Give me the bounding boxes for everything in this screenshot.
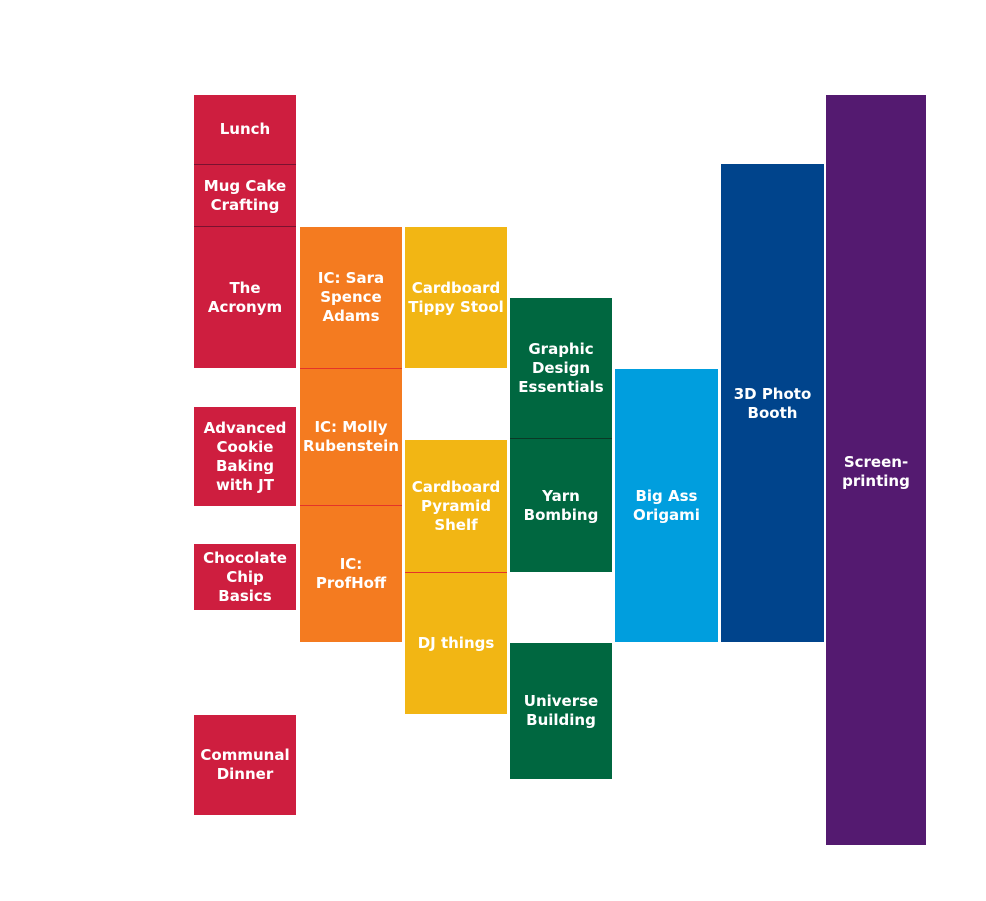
- session-screenprinting-label: Screen- printing: [842, 453, 910, 490]
- session-advanced-cookie-baking[interactable]: Advanced Cookie Baking with JT: [194, 407, 296, 506]
- session-3d-photo-booth-label: 3D Photo Booth: [733, 385, 812, 422]
- session-universe-building[interactable]: Universe Building: [510, 643, 612, 779]
- session-ic-molly-rubenstein-label: IC: Molly Rubenstein: [303, 418, 399, 455]
- session-lunch-label: Lunch: [219, 120, 271, 138]
- session-mug-cake-crafting[interactable]: Mug Cake Crafting: [194, 165, 296, 226]
- session-cardboard-pyramid-shelf[interactable]: Cardboard Pyramid Shelf: [405, 440, 507, 572]
- divider: [300, 368, 402, 369]
- divider: [194, 164, 296, 165]
- session-chocolate-chip-basics-label: Chocolate Chip Basics: [203, 548, 287, 605]
- session-3d-photo-booth[interactable]: 3D Photo Booth: [721, 164, 824, 642]
- session-ic-profhoff[interactable]: IC: ProfHoff: [300, 506, 402, 642]
- session-ic-sara-spence-adams[interactable]: IC: Sara Spence Adams: [300, 227, 402, 368]
- session-dj-things[interactable]: DJ things: [405, 573, 507, 714]
- session-graphic-design-essentials[interactable]: Graphic Design Essentials: [510, 298, 612, 438]
- session-ic-sara-spence-adams-label: IC: Sara Spence Adams: [317, 269, 385, 325]
- divider: [405, 572, 507, 573]
- session-graphic-design-essentials-label: Graphic Design Essentials: [518, 339, 604, 396]
- session-communal-dinner[interactable]: Communal Dinner: [194, 715, 296, 815]
- session-lunch[interactable]: Lunch: [194, 95, 296, 164]
- session-dj-things-label: DJ things: [417, 634, 495, 652]
- session-the-acronym[interactable]: The Acronym: [194, 227, 296, 368]
- session-communal-dinner-label: Communal Dinner: [200, 746, 290, 783]
- session-big-ass-origami[interactable]: Big Ass Origami: [615, 369, 718, 642]
- session-yarn-bombing-label: Yarn Bombing: [523, 486, 599, 524]
- divider: [194, 226, 296, 227]
- divider: [300, 505, 402, 506]
- session-big-ass-origami-label: Big Ass Origami: [633, 486, 700, 524]
- session-screenprinting[interactable]: Screen- printing: [826, 95, 926, 845]
- session-cardboard-tippy-stool-label: Cardboard Tippy Stool: [408, 278, 504, 316]
- session-mug-cake-crafting-label: Mug Cake Crafting: [203, 176, 287, 214]
- session-cardboard-pyramid-shelf-label: Cardboard Pyramid Shelf: [411, 477, 501, 534]
- session-yarn-bombing[interactable]: Yarn Bombing: [510, 439, 612, 572]
- session-ic-molly-rubenstein[interactable]: IC: Molly Rubenstein: [300, 369, 402, 505]
- session-ic-profhoff-label: IC: ProfHoff: [315, 555, 387, 592]
- session-advanced-cookie-baking-label: Advanced Cookie Baking with JT: [203, 418, 287, 494]
- session-chocolate-chip-basics[interactable]: Chocolate Chip Basics: [194, 544, 296, 610]
- session-the-acronym-label: The Acronym: [207, 278, 283, 316]
- session-universe-building-label: Universe Building: [523, 692, 599, 729]
- divider: [510, 438, 612, 439]
- session-cardboard-tippy-stool[interactable]: Cardboard Tippy Stool: [405, 227, 507, 368]
